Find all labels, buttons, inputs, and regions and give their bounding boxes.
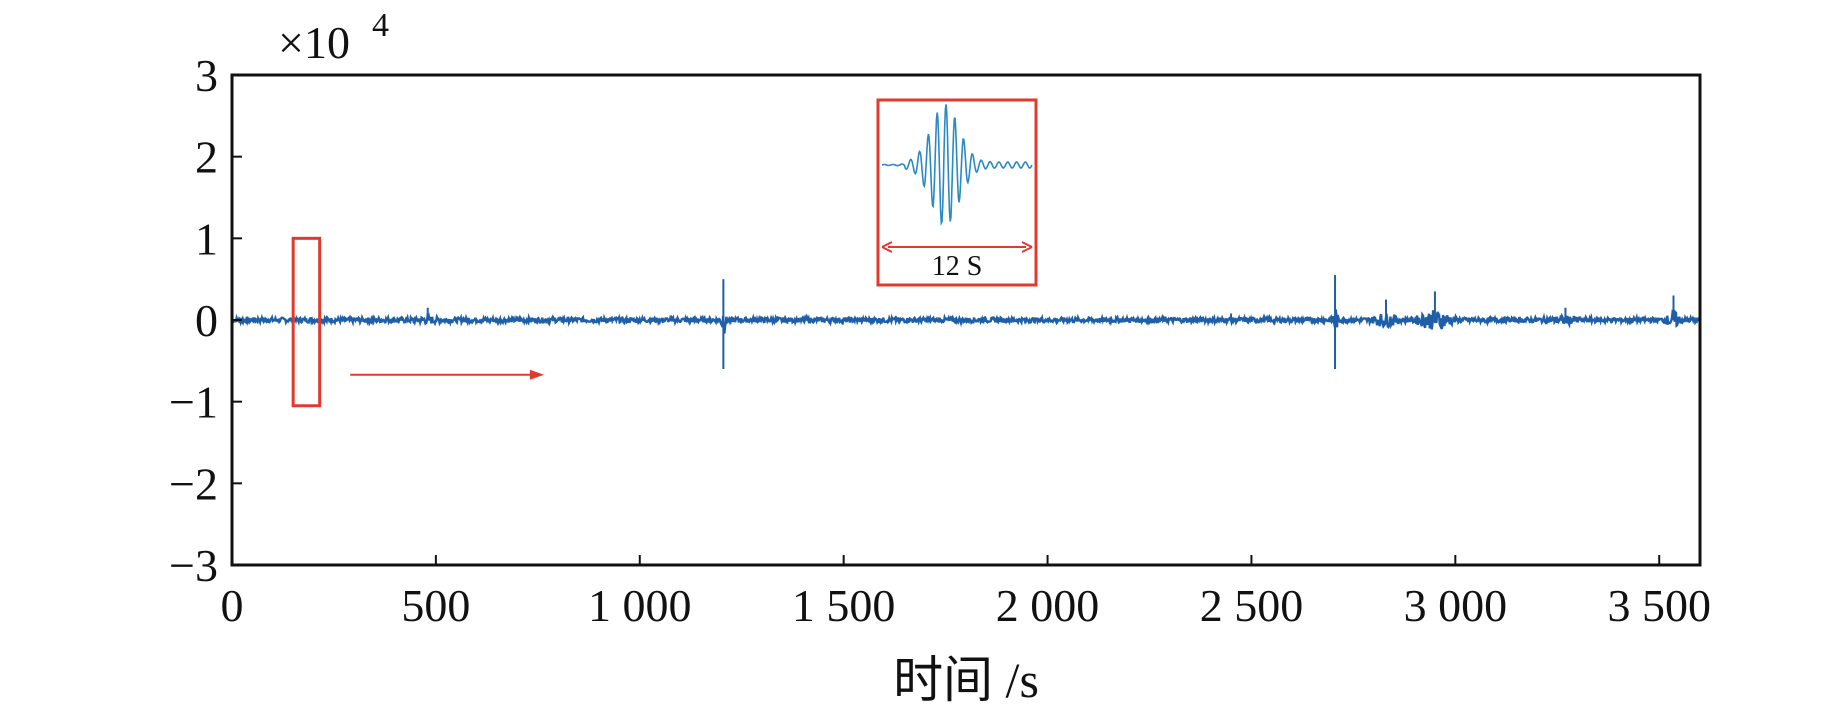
inset-waveform: 12 S	[876, 98, 1038, 287]
y-tick-label: 3	[195, 50, 218, 101]
highlight-box	[291, 236, 322, 408]
inset-duration-arrow	[881, 241, 1033, 253]
inset-arrow-head-left	[881, 241, 893, 253]
x-tick-label: 500	[401, 580, 470, 631]
y-tick-label: 2	[195, 132, 218, 183]
x-tick-label: 2 500	[1200, 580, 1304, 631]
inset-duration-label: 12 S	[932, 251, 983, 282]
signal-series	[231, 309, 1702, 334]
x-tick-label: 3 000	[1404, 580, 1508, 631]
x-axis-title: 时间 /s	[893, 652, 1039, 708]
y-tick-label: −3	[169, 540, 218, 591]
inset-wave	[881, 104, 1033, 227]
x-tick-label: 0	[221, 580, 244, 631]
direction-arrow	[350, 369, 544, 380]
x-axis: 0 500 1 000 1 500 2 000 2 500 3 000 3 500	[221, 555, 1711, 631]
inset-arrow-head-right	[1021, 241, 1033, 253]
x-tick-label: 1 000	[588, 580, 692, 631]
y-multiplier-exponent: 4	[372, 7, 389, 44]
y-tick-label: 0	[195, 295, 218, 346]
y-tick-label: −2	[169, 458, 218, 509]
y-multiplier-label: ×10	[278, 17, 350, 68]
x-tick-label: 1 500	[792, 580, 896, 631]
y-tick-label: 1	[195, 213, 218, 264]
inset-frame	[876, 98, 1038, 287]
arrow-head	[529, 369, 544, 380]
y-tick-label: −1	[169, 377, 218, 428]
spikes-layer	[426, 275, 1675, 369]
y-axis: −3 −2 −1 0 1 2 3	[169, 50, 242, 591]
x-tick-label: 2 000	[996, 580, 1100, 631]
x-tick-label: 3 500	[1607, 580, 1711, 631]
signal-layer	[231, 309, 1702, 334]
